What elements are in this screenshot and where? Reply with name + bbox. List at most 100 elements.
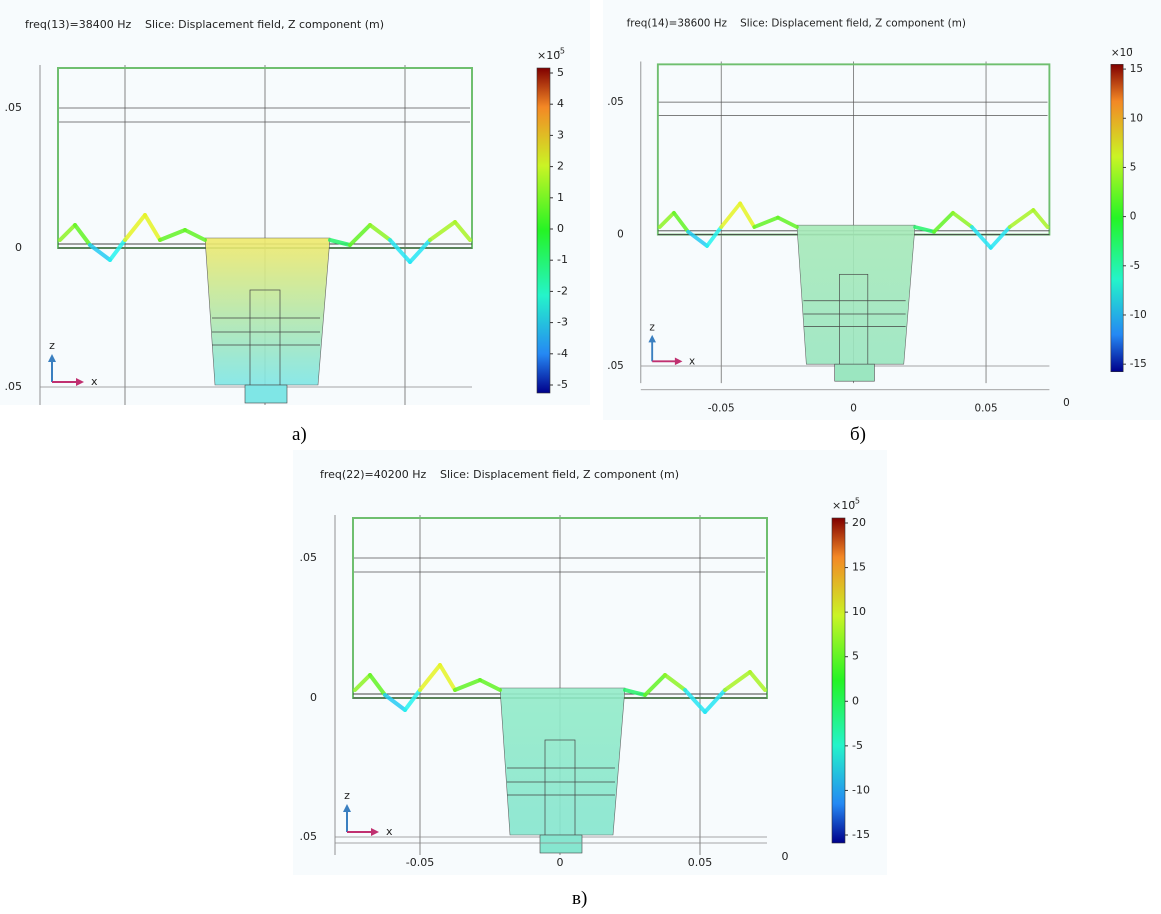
wave-segment (951, 210, 974, 229)
wave-segment (453, 220, 472, 242)
y-tick-label: .05 (300, 551, 318, 564)
colorbar-tick-label: -5 (1130, 260, 1140, 272)
wave-segment (453, 678, 482, 692)
colorbar-tick-label: -10 (1130, 309, 1147, 321)
wave-segment (418, 663, 442, 692)
wave-segment (723, 670, 752, 692)
wave-segment (657, 210, 676, 229)
wave-segment (428, 220, 457, 242)
wave-segment (969, 225, 993, 250)
wave-segment (932, 210, 955, 234)
x-tick-label: 0.05 (688, 856, 713, 869)
wave-segment (108, 238, 127, 262)
base-plate (244, 384, 288, 404)
panel-title: freq(13)=38400 Hz (25, 18, 131, 31)
slice-label: Slice: Displacement field, Z component (… (440, 468, 679, 481)
wave-segment (719, 201, 743, 229)
colorbar-tick-label: 0 (1130, 211, 1137, 223)
colorbar-tick-label: 4 (557, 97, 564, 110)
colorbar-tick-label: 0 (852, 694, 859, 707)
caption: в) (572, 888, 588, 909)
wave-segment (123, 213, 147, 242)
arrow (371, 828, 379, 836)
y-tick-label: .05 (5, 101, 23, 114)
wave-segment (368, 673, 387, 697)
wave-segment (328, 238, 352, 247)
colorbar-tick-label: -10 (852, 783, 870, 796)
colorbar-exponent: -5 (557, 47, 565, 56)
colorbar (1110, 64, 1124, 373)
slice-label: Slice: Displacement field, Z component (… (740, 18, 966, 30)
colorbar-tick-label: -4 (557, 347, 568, 360)
panel-plot: freq(14)=38600 Hz Slice: Displacement fie… (607, 18, 1147, 415)
colorbar-tick-label: 0 (557, 222, 564, 235)
colorbar-tick-label: -15 (852, 828, 870, 841)
wave-segment (752, 215, 780, 229)
wave-segment (408, 238, 432, 264)
wave-segment (686, 229, 709, 248)
wave-segment (738, 201, 757, 229)
x-tick-label: 0 (782, 850, 789, 863)
wave-segment (643, 673, 667, 697)
horn (204, 237, 331, 386)
wave-segment (683, 688, 707, 714)
wave-segment (88, 243, 112, 262)
arrow (76, 378, 84, 386)
arrow (648, 334, 656, 343)
y-tick-label: .05 (607, 360, 624, 372)
colorbar-tick-label: 10 (1130, 112, 1143, 124)
wave-segment (913, 225, 936, 234)
colorbar-tick-label: -5 (852, 739, 863, 752)
wave-segment (672, 210, 691, 234)
axis-label: x (386, 825, 393, 838)
colorbar-tick-label: 3 (557, 128, 564, 141)
colorbar-exponent: -5 (852, 497, 860, 506)
wave-segment (438, 663, 457, 692)
y-tick-label: 0 (617, 229, 624, 241)
y-tick-label: .05 (300, 830, 318, 843)
wave-segment (705, 225, 724, 248)
colorbar-tick-label: -15 (1130, 358, 1147, 370)
arrow (343, 804, 351, 812)
axis-label: x (91, 375, 98, 388)
axis-label: z (49, 339, 55, 352)
wave-segment (353, 673, 372, 692)
caption: б) (850, 424, 866, 445)
wave-segment (368, 223, 392, 242)
colorbar-tick-label: 5 (557, 66, 564, 79)
colorbar-tick-label: 15 (852, 561, 866, 574)
colorbar-multiplier: ×10 (832, 499, 855, 512)
wave-segment (73, 223, 92, 247)
colorbar-tick-label: -2 (557, 284, 568, 297)
panel: freq(14)=38600 Hz Slice: Displacement fie… (603, 0, 1161, 420)
wave-segment (1031, 208, 1050, 229)
base-plate (834, 363, 875, 382)
wave-segment (623, 688, 647, 697)
wave-segment (58, 223, 77, 242)
colorbar-multiplier: ×10 (1111, 47, 1133, 59)
horn (796, 224, 916, 365)
base-plate (539, 834, 583, 854)
y-tick-label: 0 (310, 691, 317, 704)
axis-label: x (689, 355, 695, 367)
panel: freq(22)=40200 Hz Slice: Displacement fie… (293, 450, 887, 875)
colorbar-tick-label: 5 (1130, 161, 1137, 173)
x-tick-label: 0.05 (974, 403, 997, 415)
arrow (674, 357, 683, 366)
colorbar-tick-label: 15 (1130, 63, 1143, 75)
wave-segment (388, 238, 412, 264)
colorbar-tick-label: 5 (852, 650, 859, 663)
colorbar-tick-label: 20 (852, 516, 866, 529)
wave-segment (663, 673, 687, 692)
x-tick-label: -0.05 (406, 856, 434, 869)
panel-title: freq(22)=40200 Hz (320, 468, 426, 481)
wave-segment (403, 688, 422, 712)
colorbar-exponent: - (1130, 43, 1133, 52)
y-tick-label: 0 (15, 241, 22, 254)
axis-label: z (344, 789, 350, 802)
axis-label: z (649, 321, 654, 333)
wave-segment (988, 225, 1012, 250)
x-tick-label: 0 (1063, 397, 1070, 409)
arrow (48, 354, 56, 362)
